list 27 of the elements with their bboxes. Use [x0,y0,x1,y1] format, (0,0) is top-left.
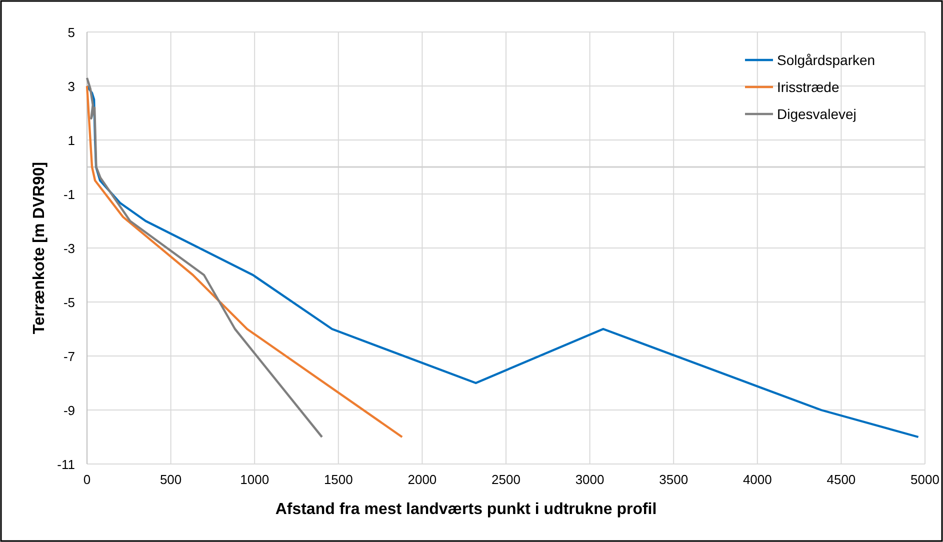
legend-label: Digesvalevej [777,106,856,122]
x-tick-label: 1000 [240,472,270,487]
line-series [86,76,324,438]
x-tick-label: 0 [83,472,91,487]
x-tick-label: 500 [160,472,182,487]
y-tick-label: 1 [68,133,75,148]
x-tick-label: 2000 [408,472,437,487]
y-tick-label: -3 [63,241,75,256]
x-tick-label: 2500 [492,472,520,487]
line-series [86,84,404,438]
y-tick-label: 5 [68,25,75,40]
x-tick-label: 4000 [742,472,772,487]
x-tick-label: 4500 [826,472,856,487]
legend-label: Irisstræde [777,79,840,95]
y-tick-label: -1 [63,187,75,202]
legend-label: Solgårdsparken [777,52,876,68]
x-tick-label: 5000 [910,472,940,487]
x-tick-label: 3000 [575,472,604,487]
x-tick-label: 3500 [659,472,688,487]
y-tick-label: -11 [57,457,75,472]
x-tick-label: 1500 [324,472,353,487]
y-tick-label: 3 [68,79,75,94]
y-tick-label: -9 [63,403,75,418]
y-axis-title: Terrænkote [m DVR90] [31,162,48,334]
y-tick-label: -7 [63,349,75,364]
x-axis-title: Afstand fra mest landværts punkt i udtrukne profil [275,501,657,518]
y-tick-label: -5 [63,295,75,310]
